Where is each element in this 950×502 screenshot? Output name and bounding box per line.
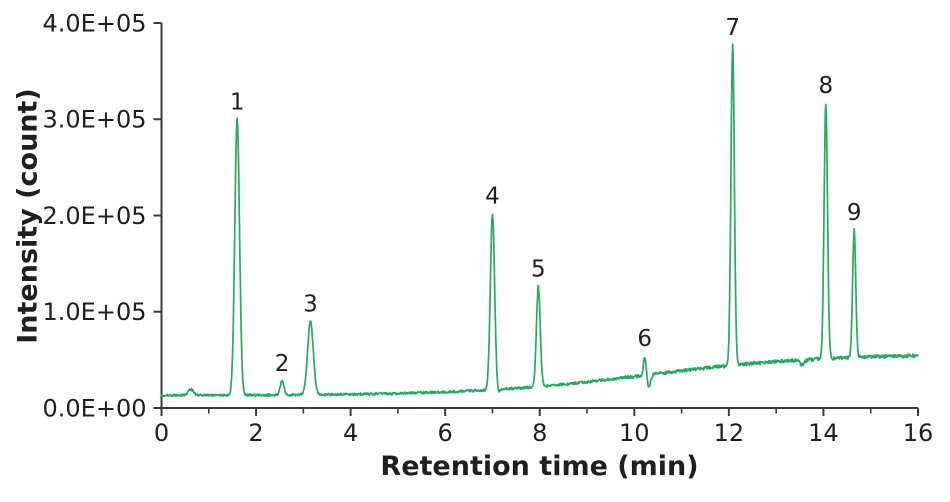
x-axis-tick-label: 12 <box>714 419 745 447</box>
x-axis-tick-label: 14 <box>808 419 839 447</box>
x-axis-tick-label: 10 <box>619 419 650 447</box>
y-axis-tick-label: 4.0E+05 <box>43 9 147 37</box>
peak-label-3: 3 <box>303 291 318 317</box>
y-axis-tick-label: 0.0E+00 <box>43 394 147 422</box>
x-axis-tick-label: 0 <box>154 419 169 447</box>
y-axis-tick-label: 1.0E+05 <box>43 298 147 326</box>
chromatogram-trace <box>160 43 919 398</box>
peak-label-4: 4 <box>485 184 500 210</box>
x-axis-title: Retention time (min) <box>380 451 699 482</box>
peak-label-7: 7 <box>725 15 740 41</box>
peak-label-8: 8 <box>818 73 833 99</box>
x-axis-tick-label: 16 <box>903 419 934 447</box>
peak-label-6: 6 <box>637 326 652 352</box>
peak-label-1: 1 <box>230 89 245 115</box>
peak-label-9: 9 <box>847 200 862 226</box>
x-axis-tick-label: 6 <box>438 419 453 447</box>
peak-label-2: 2 <box>275 351 290 377</box>
y-axis-tick-label: 2.0E+05 <box>43 202 147 230</box>
y-axis-title: Intensity (count) <box>12 88 44 344</box>
y-axis-tick-label: 3.0E+05 <box>43 106 147 134</box>
x-axis-tick-label: 4 <box>343 419 358 447</box>
peak-label-5: 5 <box>531 257 546 283</box>
x-axis-tick-label: 8 <box>532 419 547 447</box>
x-axis-tick-label: 2 <box>248 419 263 447</box>
